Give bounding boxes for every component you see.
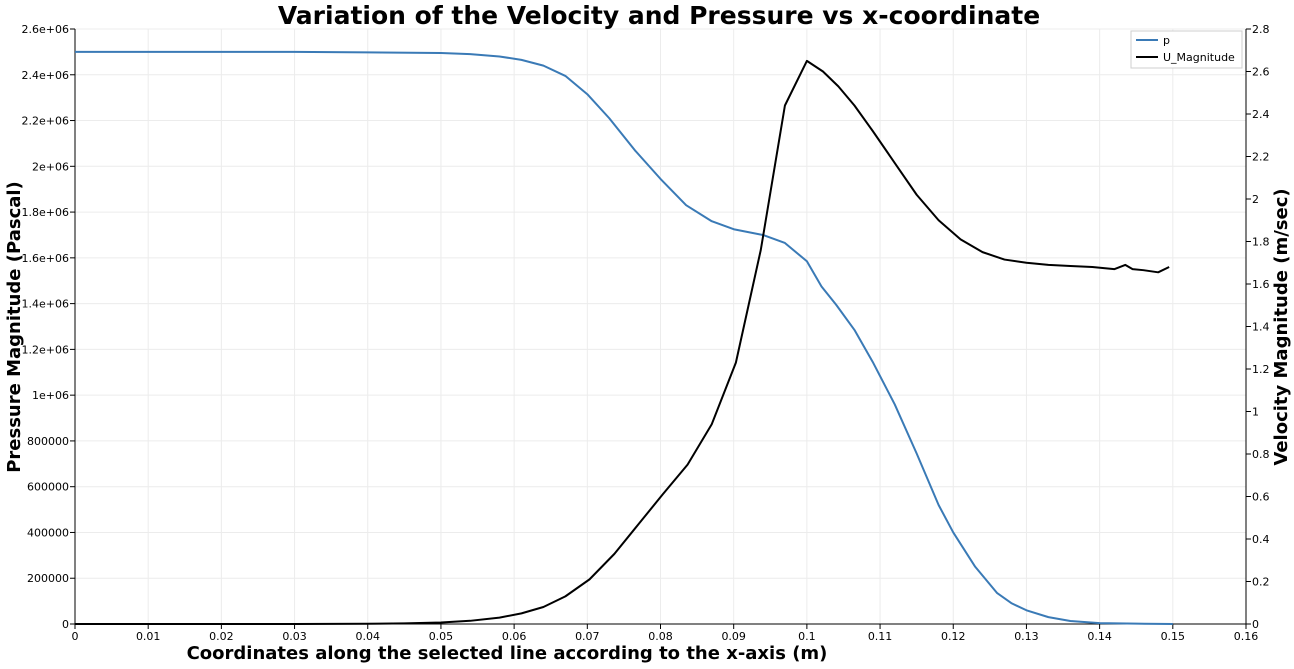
y-right-tick-label: 0.4 xyxy=(1252,533,1270,546)
x-tick-label: 0.02 xyxy=(209,630,234,643)
x-tick-label: 0.07 xyxy=(575,630,600,643)
x-tick-label: 0.12 xyxy=(941,630,966,643)
y-right-tick-label: 1.6 xyxy=(1252,278,1270,291)
x-tick-label: 0.04 xyxy=(356,630,381,643)
x-tick-label: 0.08 xyxy=(648,630,673,643)
x-tick-label: 0.1 xyxy=(798,630,816,643)
y-left-tick-label: 600000 xyxy=(27,481,69,494)
y-right-tick-label: 1.8 xyxy=(1252,236,1270,249)
y-right-ticks: 0 0.2 0.4 0.6 0.8 1 1.2 1.4 1.6 1.8 2 2.2 2.4 2.6 2.8 xyxy=(1246,23,1270,631)
x-tick-label: 0.11 xyxy=(868,630,893,643)
y-left-tick-label: 2.2e+06 xyxy=(22,115,69,128)
y-left-tick-label: 1.4e+06 xyxy=(22,298,69,311)
y-left-tick-label: 800000 xyxy=(27,435,69,448)
y-left-tick-label: 2.4e+06 xyxy=(22,69,69,82)
y-right-tick-label: 2.4 xyxy=(1252,108,1270,121)
y-left-ticks: 0 200000 400000 600000 800000 1e+06 1.2e+06 1.4… xyxy=(22,23,75,631)
y-axis-right-title: Velocity Magnitude (m/sec) xyxy=(1271,188,1292,465)
x-tick-label: 0.01 xyxy=(136,630,161,643)
y-left-tick-label: 200000 xyxy=(27,572,69,585)
x-tick-label: 0.15 xyxy=(1161,630,1186,643)
y-left-tick-label: 1.8e+06 xyxy=(22,206,69,219)
x-ticks: 0 0.01 0.02 0.03 0.04 0.05 0.06 0.07 0.08 0.09 0.1… xyxy=(72,624,1259,643)
legend: p U_Magnitude xyxy=(1130,30,1243,69)
y-right-tick-label: 0.8 xyxy=(1252,448,1270,461)
series xyxy=(75,50,1173,625)
y-right-tick-label: 2.2 xyxy=(1252,151,1270,164)
y-right-tick-label: 0 xyxy=(1252,618,1259,631)
y-right-tick-label: 1.4 xyxy=(1252,321,1270,334)
x-tick-label: 0.06 xyxy=(502,630,527,643)
series-line-u-magnitude xyxy=(75,59,1170,625)
y-right-tick-label: 2.8 xyxy=(1252,23,1270,36)
y-left-tick-label: 1.2e+06 xyxy=(22,343,69,356)
y-right-tick-label: 2.6 xyxy=(1252,66,1270,79)
x-tick-label: 0.14 xyxy=(1087,630,1112,643)
x-tick-label: 0.09 xyxy=(721,630,746,643)
legend-box xyxy=(1130,30,1243,69)
x-tick-label: 0.16 xyxy=(1234,630,1259,643)
chart-title: Variation of the Velocity and Pressure v… xyxy=(278,1,1040,30)
grid xyxy=(74,28,1247,625)
y-right-tick-label: 0.6 xyxy=(1252,491,1270,504)
y-left-tick-label: 1.6e+06 xyxy=(22,252,69,265)
x-tick-label: 0.03 xyxy=(282,630,307,643)
legend-label-p: p xyxy=(1163,34,1170,47)
legend-label-u-magnitude: U_Magnitude xyxy=(1163,51,1235,64)
y-left-tick-label: 0 xyxy=(62,618,69,631)
x-tick-label: 0 xyxy=(72,630,79,643)
x-tick-label: 0.05 xyxy=(429,630,454,643)
y-right-tick-label: 1.2 xyxy=(1252,363,1270,376)
y-left-tick-label: 2.6e+06 xyxy=(22,23,69,36)
y-right-tick-label: 1 xyxy=(1252,406,1259,419)
y-left-tick-label: 1e+06 xyxy=(32,389,69,402)
y-right-tick-label: 0.2 xyxy=(1252,576,1270,589)
x-axis-title: Coordinates along the selected line acco… xyxy=(187,643,828,664)
x-tick-label: 0.13 xyxy=(1014,630,1039,643)
y-left-tick-label: 2e+06 xyxy=(32,160,69,173)
y-right-tick-label: 2 xyxy=(1252,193,1259,206)
series-line-p xyxy=(75,50,1173,625)
y-left-tick-label: 400000 xyxy=(27,526,69,539)
y-axis-left-title: Pressure Magnitude (Pascal) xyxy=(4,181,25,473)
